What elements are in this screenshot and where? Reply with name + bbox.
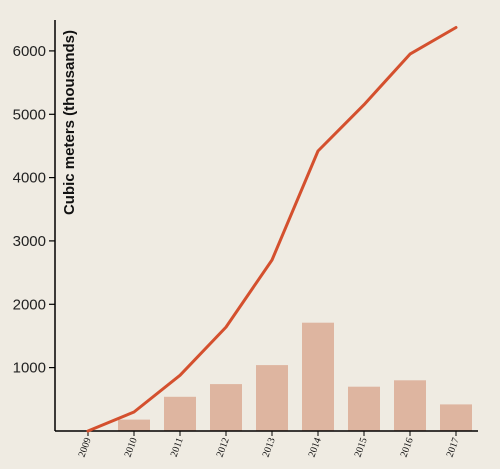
bar-2011 — [164, 396, 196, 431]
line-series — [86, 26, 458, 433]
y-tick-label-5000: 5000 — [13, 106, 46, 123]
bar-2013 — [256, 365, 288, 431]
y-tick-label-6000: 6000 — [13, 43, 46, 60]
y-tick-label-2000: 2000 — [13, 296, 46, 313]
bar-2017 — [440, 404, 472, 431]
bar-2015 — [348, 386, 380, 431]
y-axis-title: Cubic meters (thousands) — [61, 30, 78, 215]
bar-series — [118, 322, 472, 431]
bar-2012 — [210, 384, 242, 431]
bar-2014 — [302, 322, 334, 431]
y-tick-label-3000: 3000 — [13, 233, 46, 250]
y-tick-label-1000: 1000 — [13, 360, 46, 377]
y-tick-label-4000: 4000 — [13, 170, 46, 187]
bar-2016 — [394, 380, 426, 431]
bar-2010 — [118, 419, 150, 431]
